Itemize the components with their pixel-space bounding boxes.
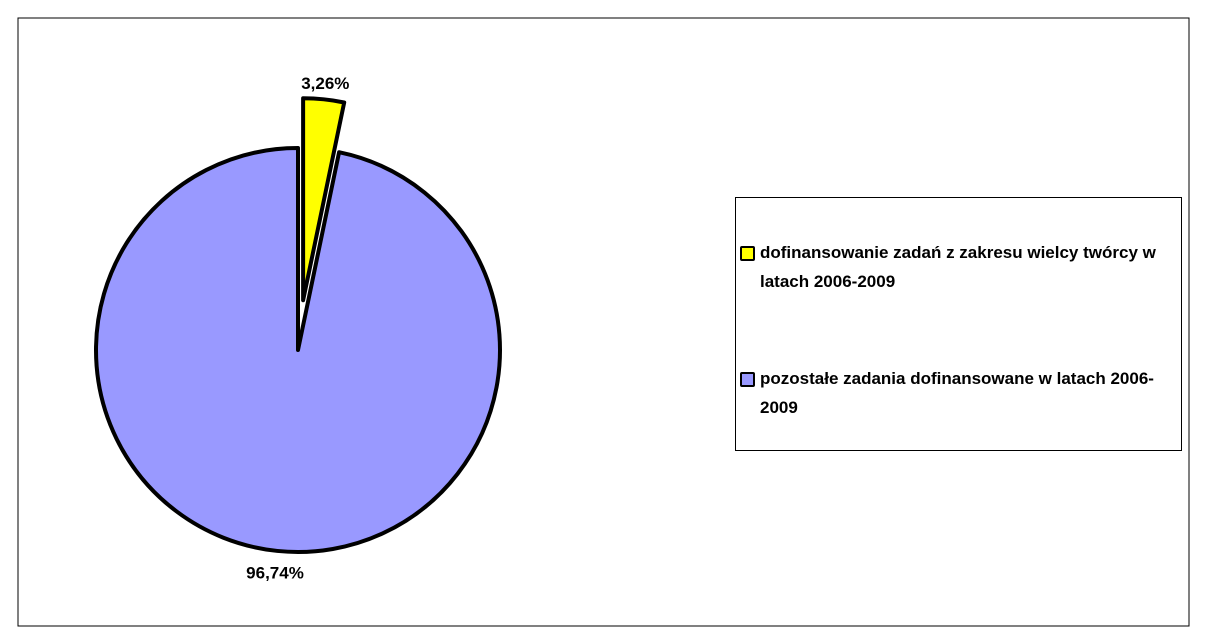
legend-entry: pozostałe zadania dofinansowane w latach…: [740, 364, 1180, 422]
data-label: 3,26%: [301, 74, 349, 93]
legend-entry: dofinansowanie zadań z zakresu wielcy tw…: [740, 238, 1180, 296]
legend-swatch: [740, 246, 755, 261]
pie-slice: [301, 96, 347, 303]
pie-slice: [94, 146, 502, 554]
chart-frame: [17, 17, 1190, 627]
legend-swatch: [740, 372, 755, 387]
legend: dofinansowanie zadań z zakresu wielcy tw…: [735, 197, 1182, 451]
data-label: 96,74%: [246, 563, 304, 582]
legend-label: pozostałe zadania dofinansowane w latach…: [760, 369, 1154, 417]
legend-label: dofinansowanie zadań z zakresu wielcy tw…: [760, 243, 1156, 291]
